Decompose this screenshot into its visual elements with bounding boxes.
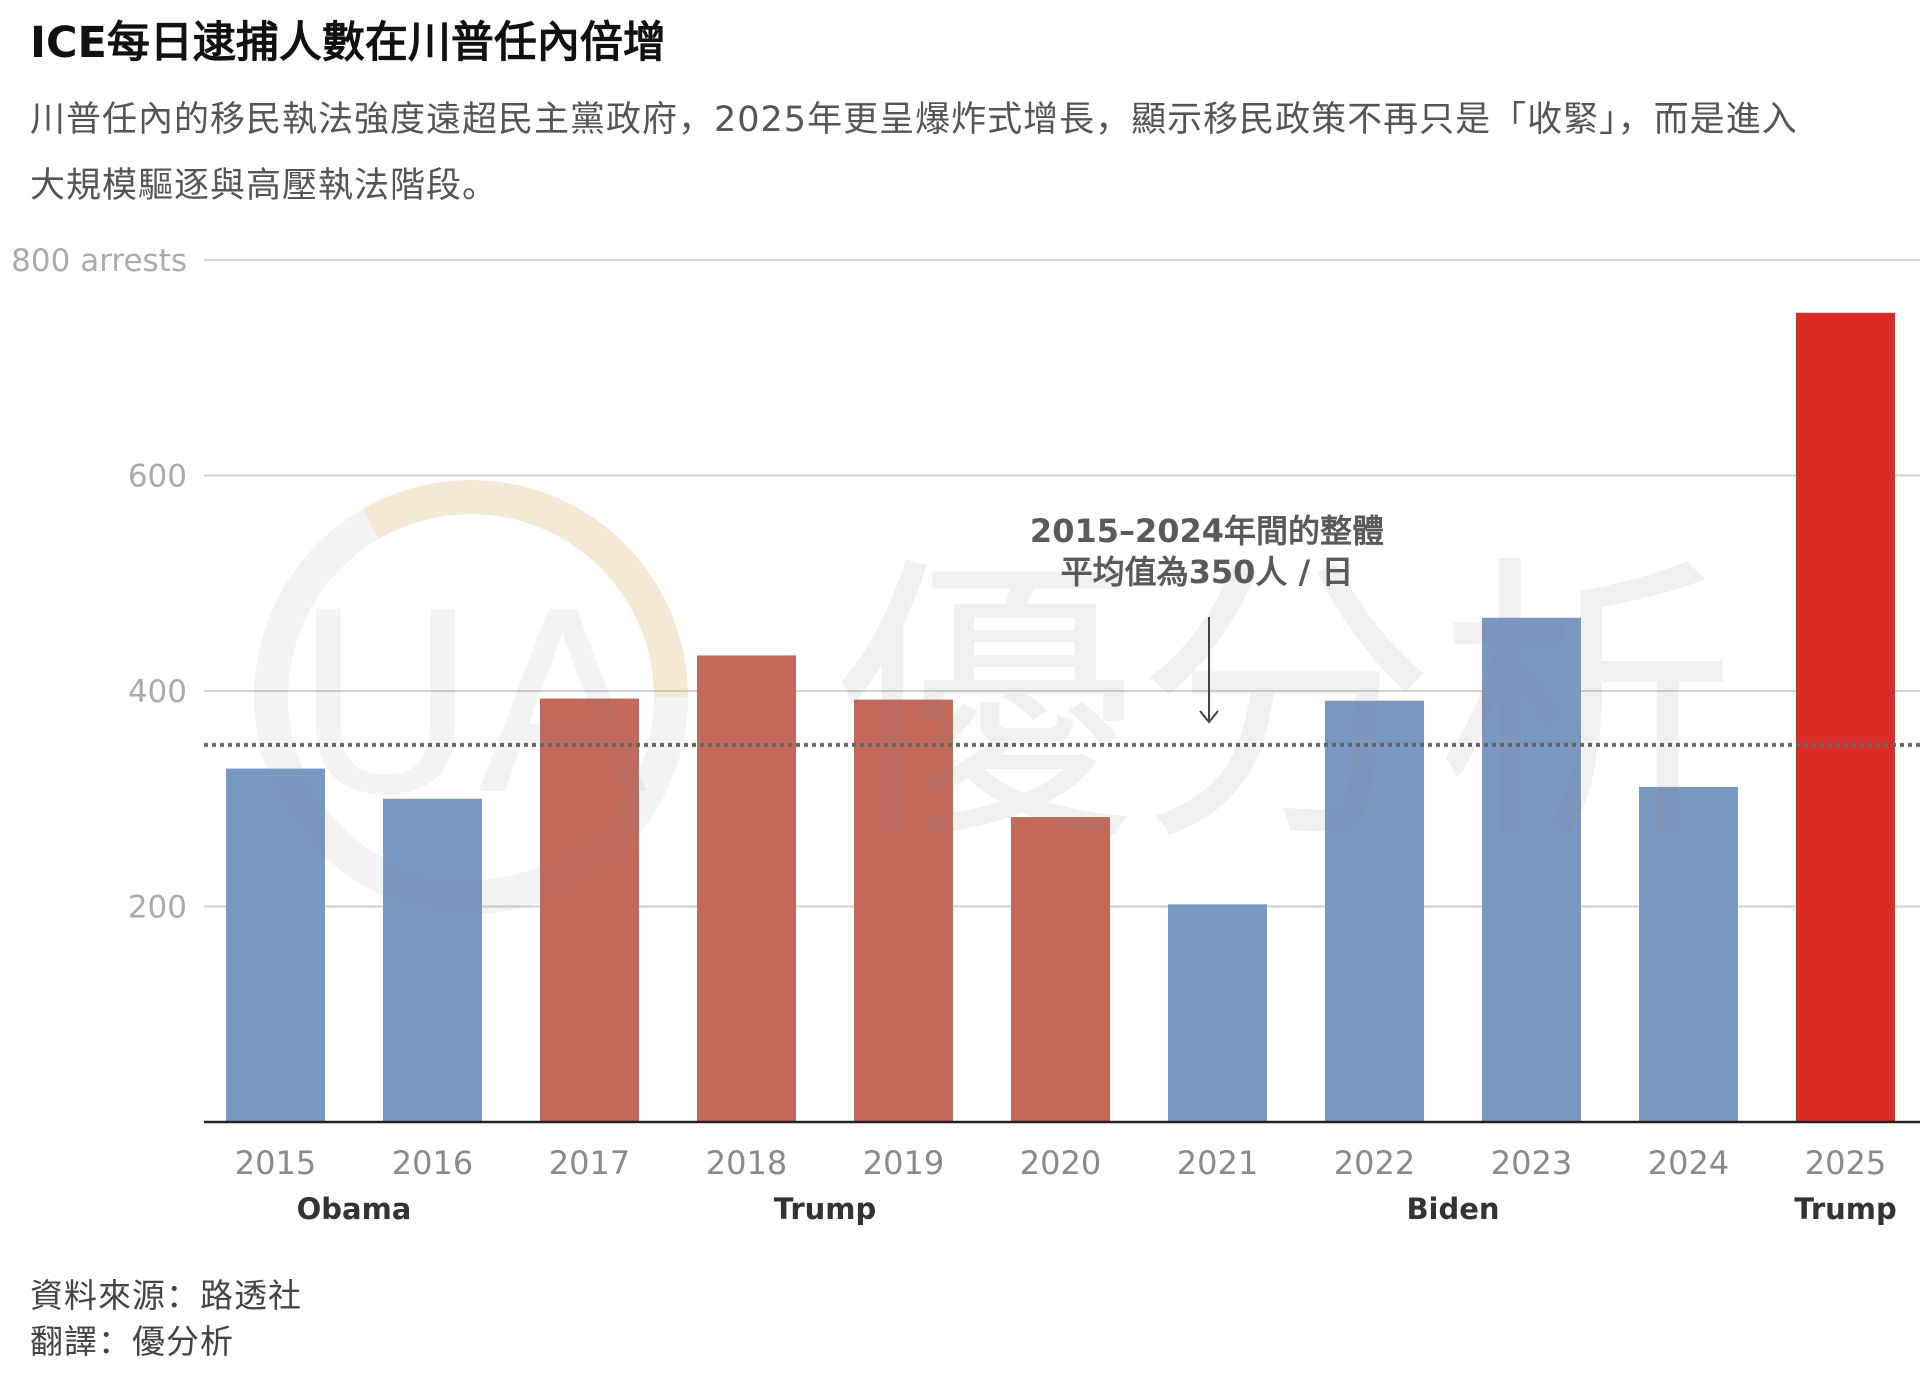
x-tick-label: 2019 <box>863 1144 944 1182</box>
bar-2017 <box>540 698 639 1122</box>
watermark-brand-text: 優分析 <box>836 532 1736 881</box>
era-label: Trump <box>1794 1192 1897 1226</box>
x-tick-label: 2020 <box>1020 1144 1101 1182</box>
translation-note: 翻譯：優分析 <box>30 1322 234 1361</box>
era-label: Biden <box>1406 1192 1499 1226</box>
bar-2024 <box>1639 786 1738 1122</box>
chart-subtitle: 川普任內的移民執法強度遠超民主黨政府，2025年更呈爆炸式增長，顯示移民政策不再… <box>30 87 1798 219</box>
era-label: Obama <box>297 1192 412 1226</box>
x-tick-label: 2016 <box>392 1144 473 1182</box>
x-tick-label: 2015 <box>235 1144 316 1182</box>
chart-title: ICE每日逮捕人數在川普任內倍增 <box>30 18 666 68</box>
y-tick-label: 600 <box>128 459 187 495</box>
watermark-logo-ring <box>254 480 688 914</box>
x-tick-label: 2017 <box>549 1144 630 1182</box>
subtitle-line: 大規模驅逐與高壓執法階段。 <box>30 166 499 206</box>
bar-2023 <box>1482 617 1581 1122</box>
subtitle-line: 川普任內的移民執法強度遠超民主黨政府，2025年更呈爆炸式增長，顯示移民政策不再… <box>30 100 1798 140</box>
x-tick-label: 2021 <box>1177 1144 1258 1182</box>
bar-2018 <box>697 655 796 1122</box>
bars <box>226 312 1895 1122</box>
watermark-logo-arc <box>362 480 688 698</box>
gridlines <box>204 259 1920 908</box>
x-tick-label: 2018 <box>706 1144 787 1182</box>
x-tick-label: 2023 <box>1491 1144 1572 1182</box>
x-tick-label: 2022 <box>1334 1144 1415 1182</box>
source-note: 資料來源：路透社 <box>30 1276 302 1315</box>
annotation-arrow-head <box>1199 710 1219 724</box>
x-tick-label: 2024 <box>1648 1144 1729 1182</box>
axis-labels: 200 400 600 800 arrests 2015 2016 2017 2018 2019… <box>11 243 1897 1226</box>
chart-footer: 資料來源：路透社 翻譯：優分析 <box>30 1273 302 1365</box>
y-tick-label: 400 <box>128 674 187 710</box>
bar-2015 <box>226 768 325 1122</box>
bar-2020 <box>1011 817 1110 1122</box>
y-tick-label: 800 arrests <box>11 243 187 279</box>
watermark: UA 優分析 <box>254 480 1736 914</box>
bar-2025 <box>1796 312 1895 1122</box>
y-tick-label: 200 <box>128 890 187 926</box>
x-tick-label: 2025 <box>1805 1144 1886 1182</box>
era-label: Trump <box>774 1192 877 1226</box>
average-annotation-line: 平均值為350人 / 日 <box>1061 553 1354 591</box>
watermark-logo-text: UA <box>294 559 648 850</box>
bar-2022 <box>1325 700 1424 1122</box>
average-annotation-line: 2015–2024年間的整體 <box>1030 512 1384 550</box>
bar-2019 <box>854 699 953 1122</box>
bar-2016 <box>383 798 482 1122</box>
bar-2021 <box>1168 904 1267 1122</box>
